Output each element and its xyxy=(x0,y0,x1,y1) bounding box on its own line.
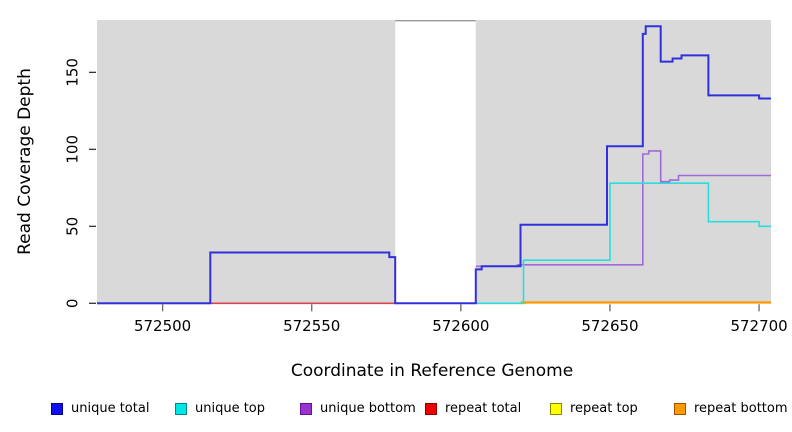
legend-label: repeat bottom xyxy=(694,401,788,416)
coverage-gap-band xyxy=(395,20,476,304)
legend-swatch-repeat-bottom xyxy=(674,403,686,415)
y-tick-label: 100 xyxy=(63,135,81,164)
x-tick-label: 572700 xyxy=(730,317,787,335)
legend-swatch-unique-top xyxy=(175,403,187,415)
legend-item-repeat-total: repeat total xyxy=(425,397,521,421)
x-tick-label: 572500 xyxy=(134,317,191,335)
legend-swatch-repeat-top xyxy=(550,403,562,415)
legend-label: unique total xyxy=(71,401,150,416)
x-tick-label: 572550 xyxy=(283,317,340,335)
legend-item-repeat-top: repeat top xyxy=(550,397,638,421)
x-tick-label: 572600 xyxy=(432,317,489,335)
legend-item-unique-total: unique total xyxy=(51,397,149,421)
legend-label: unique bottom xyxy=(320,401,416,416)
y-axis-label: Read Coverage Depth xyxy=(15,68,35,255)
legend-swatch-unique-bottom xyxy=(300,403,312,415)
legend-swatch-repeat-total xyxy=(425,403,437,415)
y-tick-label: 50 xyxy=(63,217,81,236)
y-tick-label: 150 xyxy=(63,58,81,87)
series-line-unique-total xyxy=(97,25,771,305)
legend-swatch-unique-total xyxy=(51,403,63,415)
chart-legend: unique total unique top unique bottom repea… xyxy=(0,397,792,421)
x-tick-label: 572650 xyxy=(581,317,638,335)
legend-label: repeat total xyxy=(445,401,522,416)
x-axis-label: Coordinate in Reference Genome xyxy=(291,361,573,381)
legend-label: unique top xyxy=(195,401,266,416)
legend-item-unique-top: unique top xyxy=(175,397,265,421)
legend-item-repeat-bottom: repeat bottom xyxy=(674,397,788,421)
series-line-unique-top xyxy=(475,182,771,305)
legend-item-unique-bottom: unique bottom xyxy=(300,397,416,421)
legend-label: repeat top xyxy=(570,401,638,416)
y-tick-label: 0 xyxy=(63,299,81,309)
series-line-unique-bottom xyxy=(475,150,771,268)
